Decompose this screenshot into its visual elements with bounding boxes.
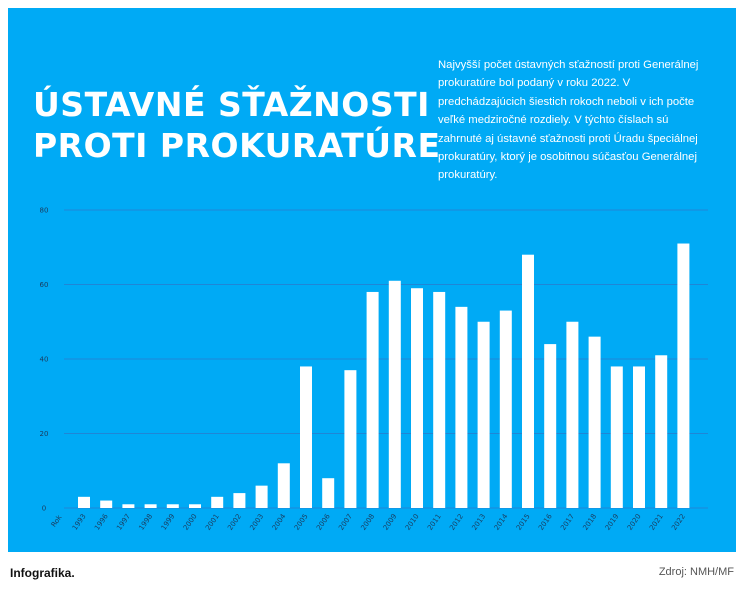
x-axis-label: Rok (50, 513, 64, 529)
x-tick-label-2005: 2005 (293, 513, 310, 532)
chart-title-line-1: ÚSTAVNÉ SŤAŽNOSTI (33, 85, 430, 124)
x-tick-label-2007: 2007 (337, 513, 354, 532)
x-tick-label-2002: 2002 (226, 513, 243, 532)
x-tick-label-1993: 1993 (71, 513, 88, 532)
bar-2007 (344, 370, 357, 508)
bar-2017 (566, 321, 579, 508)
x-tick-label-1999: 1999 (160, 513, 177, 532)
x-tick-label-1996: 1996 (93, 512, 110, 532)
y-tick-label-60: 60 (40, 281, 49, 289)
x-tick-label-2006: 2006 (315, 512, 332, 532)
x-tick-label-2001: 2001 (204, 513, 221, 532)
footer-label: Infografika. (10, 566, 75, 580)
bar-2001 (211, 496, 224, 508)
x-tick-label-2003: 2003 (248, 513, 265, 532)
bar-1998 (144, 504, 157, 508)
x-tick-label-2022: 2022 (670, 513, 687, 532)
x-tick-label-2021: 2021 (648, 513, 665, 532)
bar-2013 (477, 321, 490, 508)
x-tick-label-2010: 2010 (404, 513, 421, 532)
bar-2022 (677, 243, 690, 508)
x-tick-label-2015: 2015 (515, 513, 532, 532)
bar-2005 (300, 366, 312, 508)
x-tick-label-2014: 2014 (493, 512, 510, 532)
y-tick-label-80: 80 (40, 207, 49, 215)
bar-2008 (366, 291, 379, 508)
x-tick-label-2000: 2000 (182, 513, 199, 532)
bar-2006 (322, 478, 335, 508)
y-tick-layer: 0 20 40 60 80 (40, 207, 49, 513)
x-tick-label-2019: 2019 (604, 513, 621, 532)
bar-2016 (544, 344, 557, 508)
bar-2004 (277, 463, 290, 508)
x-tick-label-2016: 2016 (537, 512, 554, 532)
bar-layer (78, 243, 690, 508)
bar-2020 (633, 366, 645, 508)
x-tick-label-2017: 2017 (559, 513, 576, 532)
x-tick-layer: 1993 1996 1997 1998 1999 2000 2001 2002 2003 2004… (50, 512, 687, 532)
x-tick-label-1997: 1997 (115, 513, 132, 532)
x-tick-label-2013: 2013 (470, 513, 487, 532)
bar-1997 (122, 504, 135, 508)
bar-2012 (455, 306, 468, 508)
bar-2010 (411, 288, 423, 508)
bar-2002 (233, 493, 246, 508)
bar-2019 (610, 366, 623, 508)
chart-description: Najvyšší počet ústavných sťažností proti… (438, 59, 699, 182)
bar-1999 (166, 504, 179, 508)
bar-1993 (78, 496, 90, 508)
bar-1996 (100, 500, 113, 508)
chart-title: ÚSTAVNÉ SŤAŽNOSTI PROTI PROKURATÚRE (33, 84, 441, 166)
bar-2009 (388, 280, 401, 508)
bar-2000 (189, 504, 201, 508)
bar-2003 (255, 485, 268, 508)
x-tick-label-2009: 2009 (382, 513, 399, 532)
bar-2018 (588, 336, 601, 508)
x-tick-label-2008: 2008 (359, 513, 376, 532)
bar-2011 (433, 291, 446, 508)
y-tick-label-40: 40 (40, 356, 49, 364)
footer-source: Zdroj: NMH/MF (658, 566, 734, 578)
x-tick-label-2004: 2004 (271, 512, 288, 532)
bar-2021 (655, 355, 668, 508)
bar-2015 (522, 254, 534, 508)
y-tick-label-20: 20 (40, 430, 49, 438)
x-tick-label-1998: 1998 (137, 513, 154, 532)
chart-title-line-2: PROTI PROKURATÚRE (33, 126, 441, 165)
bar-chart: 0 20 40 60 80 1993 1996 1997 1998 1999 2000 2001 20… (40, 207, 708, 532)
x-tick-label-2018: 2018 (581, 513, 598, 532)
x-tick-label-2012: 2012 (448, 513, 465, 532)
bar-2014 (499, 310, 512, 508)
y-tick-label-0: 0 (42, 505, 46, 513)
x-tick-label-2011: 2011 (426, 513, 443, 532)
x-tick-label-2020: 2020 (626, 513, 643, 532)
